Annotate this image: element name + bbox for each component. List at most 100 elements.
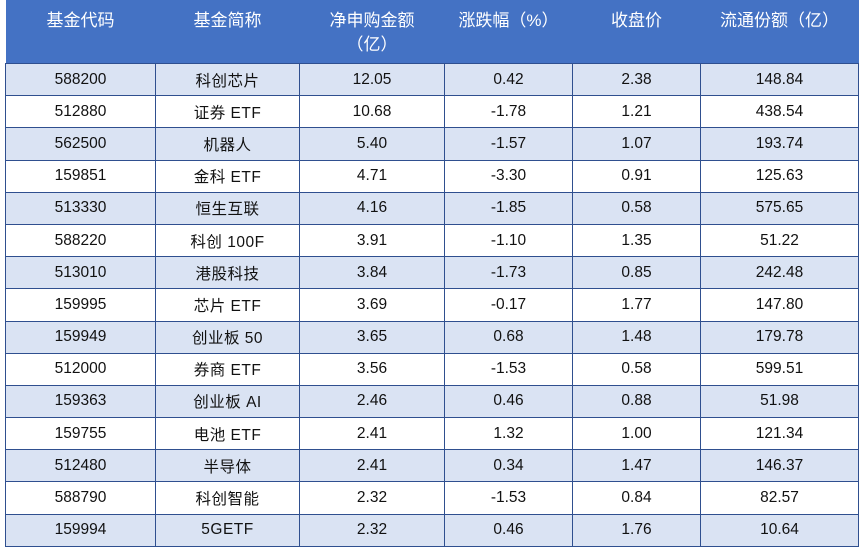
table-row: 159995 芯片 ETF 3.69 -0.17 1.77 147.80 <box>5 288 859 322</box>
close-price-cell: 1.35 <box>572 223 701 258</box>
fund-code-cell: 513010 <box>5 256 156 290</box>
close-price-cell: 1.47 <box>572 449 701 483</box>
change-pct-cell: -1.57 <box>444 127 573 161</box>
net-subscription-cell: 3.91 <box>299 223 445 258</box>
fund-code-cell: 512000 <box>5 352 156 386</box>
table-row: 588790 科创智能 2.32 -1.53 0.84 82.57 <box>5 481 859 515</box>
change-pct-cell: -1.73 <box>444 256 573 290</box>
table-row: 588220 科创 100F 3.91 -1.10 1.35 51.22 <box>5 223 859 258</box>
fund-code-cell: 159949 <box>5 320 156 354</box>
net-subscription-cell: 2.32 <box>299 513 445 547</box>
fund-code-cell: 159994 <box>5 513 156 547</box>
fund-code-cell: 513330 <box>5 191 156 225</box>
header-float-shares: 流通份额（亿） <box>700 0 859 64</box>
fund-name-cell: 券商 ETF <box>155 352 300 386</box>
net-subscription-cell: 2.32 <box>299 481 445 515</box>
change-pct-cell: 0.68 <box>444 320 573 354</box>
close-price-cell: 1.00 <box>572 417 701 451</box>
net-subscription-cell: 2.41 <box>299 449 445 483</box>
close-price-cell: 1.21 <box>572 95 701 129</box>
fund-name-cell: 机器人 <box>155 127 300 161</box>
header-row: 基金代码 基金简称 净申购金额 （亿） 涨跌幅（%） 收盘价 流通份额（亿） <box>5 0 859 64</box>
close-price-cell: 0.91 <box>572 159 701 193</box>
change-pct-cell: -1.78 <box>444 95 573 129</box>
fund-name-cell: 科创 100F <box>155 223 300 258</box>
fund-name-cell: 芯片 ETF <box>155 288 300 322</box>
close-price-cell: 0.58 <box>572 352 701 386</box>
fund-name-cell: 半导体 <box>155 449 300 483</box>
net-subscription-cell: 3.65 <box>299 320 445 354</box>
change-pct-cell: -1.53 <box>444 481 573 515</box>
net-subscription-cell: 3.56 <box>299 352 445 386</box>
table-row: 588200 科创芯片 12.05 0.42 2.38 148.84 <box>5 62 859 97</box>
float-shares-cell: 148.84 <box>700 62 859 97</box>
close-price-cell: 0.85 <box>572 256 701 290</box>
table-row: 159851 金科 ETF 4.71 -3.30 0.91 125.63 <box>5 159 859 193</box>
fund-name-cell: 科创芯片 <box>155 62 300 97</box>
float-shares-cell: 242.48 <box>700 256 859 290</box>
close-price-cell: 1.07 <box>572 127 701 161</box>
net-subscription-cell: 4.16 <box>299 191 445 225</box>
change-pct-cell: 0.42 <box>444 62 573 97</box>
float-shares-cell: 179.78 <box>700 320 859 354</box>
net-subscription-cell: 4.71 <box>299 159 445 193</box>
close-price-cell: 2.38 <box>572 62 701 97</box>
fund-code-cell: 588790 <box>5 481 156 515</box>
change-pct-cell: 0.46 <box>444 513 573 547</box>
change-pct-cell: 0.34 <box>444 449 573 483</box>
close-price-cell: 1.76 <box>572 513 701 547</box>
fund-name-cell: 恒生互联 <box>155 191 300 225</box>
header-change-pct: 涨跌幅（%） <box>444 0 573 64</box>
net-subscription-cell: 3.84 <box>299 256 445 290</box>
float-shares-cell: 125.63 <box>700 159 859 193</box>
fund-name-cell: 科创智能 <box>155 481 300 515</box>
float-shares-cell: 10.64 <box>700 513 859 547</box>
fund-code-cell: 512880 <box>5 95 156 129</box>
etf-net-subscription-table: 基金代码 基金简称 净申购金额 （亿） 涨跌幅（%） 收盘价 流通份额（亿） 5… <box>5 0 859 547</box>
fund-code-cell: 159363 <box>5 384 156 419</box>
float-shares-cell: 438.54 <box>700 95 859 129</box>
fund-name-cell: 创业板 AI <box>155 384 300 419</box>
close-price-cell: 1.77 <box>572 288 701 322</box>
table-row: 512880 证券 ETF 10.68 -1.78 1.21 438.54 <box>5 95 859 129</box>
fund-code-cell: 588220 <box>5 223 156 258</box>
table-row: 159994 5GETF 2.32 0.46 1.76 10.64 <box>5 513 859 547</box>
float-shares-cell: 82.57 <box>700 481 859 515</box>
header-close-price: 收盘价 <box>572 0 701 64</box>
float-shares-cell: 146.37 <box>700 449 859 483</box>
fund-code-cell: 159851 <box>5 159 156 193</box>
fund-code-cell: 562500 <box>5 127 156 161</box>
fund-code-cell: 159755 <box>5 417 156 451</box>
net-subscription-cell: 12.05 <box>299 62 445 97</box>
table-row: 513330 恒生互联 4.16 -1.85 0.58 575.65 <box>5 191 859 225</box>
float-shares-cell: 121.34 <box>700 417 859 451</box>
close-price-cell: 0.84 <box>572 481 701 515</box>
change-pct-cell: 0.46 <box>444 384 573 419</box>
close-price-cell: 0.88 <box>572 384 701 419</box>
table-row: 512480 半导体 2.41 0.34 1.47 146.37 <box>5 449 859 483</box>
float-shares-cell: 193.74 <box>700 127 859 161</box>
float-shares-cell: 147.80 <box>700 288 859 322</box>
change-pct-cell: -1.85 <box>444 191 573 225</box>
change-pct-cell: 1.32 <box>444 417 573 451</box>
table-body: 588200 科创芯片 12.05 0.42 2.38 148.84 512880 证券 ET… <box>5 62 859 547</box>
net-subscription-cell: 5.40 <box>299 127 445 161</box>
fund-code-cell: 159995 <box>5 288 156 322</box>
net-subscription-cell: 2.46 <box>299 384 445 419</box>
table-row: 513010 港股科技 3.84 -1.73 0.85 242.48 <box>5 256 859 290</box>
fund-code-cell: 588200 <box>5 62 156 97</box>
close-price-cell: 1.48 <box>572 320 701 354</box>
header-fund-code: 基金代码 <box>5 0 156 64</box>
change-pct-cell: -1.10 <box>444 223 573 258</box>
etf-net-subscription-table-frame: 基金代码 基金简称 净申购金额 （亿） 涨跌幅（%） 收盘价 流通份额（亿） 5… <box>5 0 859 547</box>
fund-name-cell: 港股科技 <box>155 256 300 290</box>
fund-name-cell: 电池 ETF <box>155 417 300 451</box>
change-pct-cell: -0.17 <box>444 288 573 322</box>
fund-code-cell: 512480 <box>5 449 156 483</box>
fund-name-cell: 创业板 50 <box>155 320 300 354</box>
table-row: 159755 电池 ETF 2.41 1.32 1.00 121.34 <box>5 417 859 451</box>
fund-name-cell: 5GETF <box>155 513 300 547</box>
fund-name-cell: 金科 ETF <box>155 159 300 193</box>
float-shares-cell: 575.65 <box>700 191 859 225</box>
net-subscription-cell: 3.69 <box>299 288 445 322</box>
